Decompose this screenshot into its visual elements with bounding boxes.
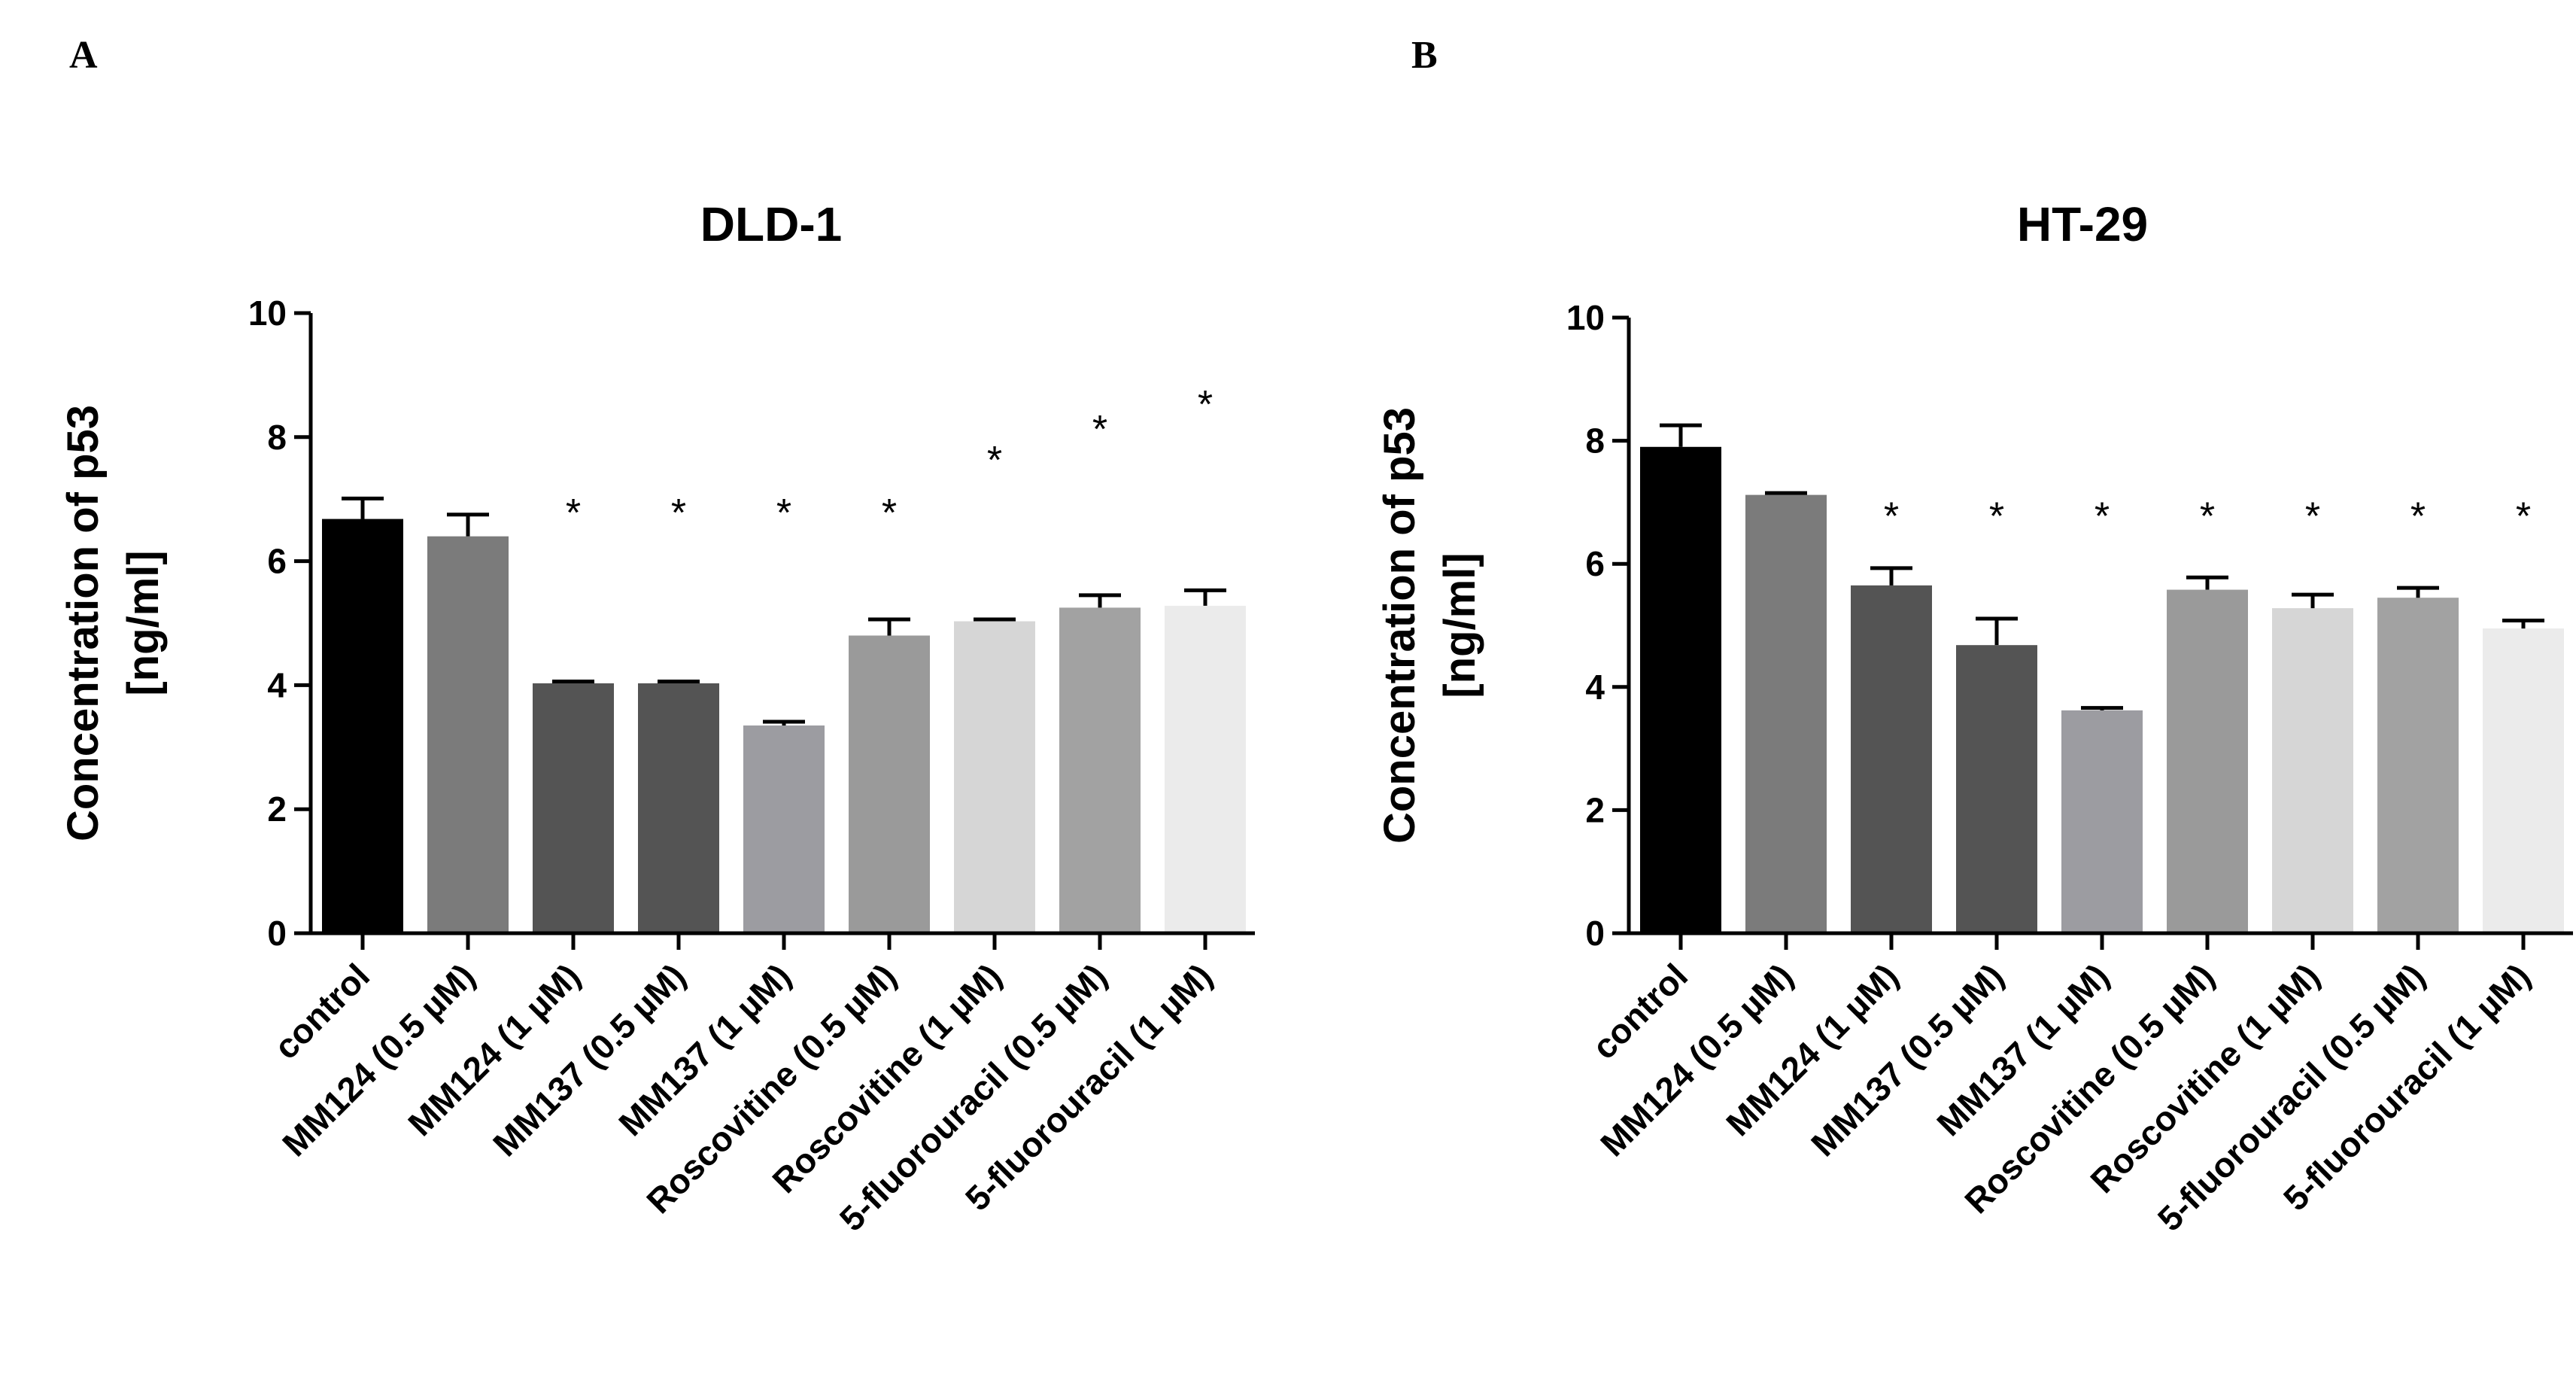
significance-marker: * (776, 491, 791, 535)
error-bar (552, 679, 594, 683)
bar (1851, 585, 1932, 933)
panel-letter-a: A (69, 34, 98, 77)
significance-marker: * (987, 439, 1002, 482)
x-tick-label: MM137 (0.5 µM) (1803, 956, 2011, 1164)
chart-title: HT-29 (2017, 197, 2148, 251)
bar (638, 683, 719, 933)
bar (2377, 598, 2459, 933)
y-tick-label: 8 (1585, 421, 1605, 461)
y-tick-label: 6 (1585, 544, 1605, 583)
x-tick-label: MM137 (0.5 µM) (485, 956, 693, 1164)
bar (2483, 628, 2564, 933)
y-tick-label: 2 (267, 789, 287, 829)
bar (2272, 608, 2353, 933)
significance-marker: * (1989, 494, 2004, 538)
x-tick-label: MM124 (0.5 µM) (275, 956, 482, 1164)
y-axis-label: Concentration of p53 (1375, 407, 1424, 844)
significance-marker: * (566, 491, 581, 535)
error-bar (1184, 588, 1226, 606)
y-tick-label: 6 (267, 542, 287, 581)
bar (849, 635, 930, 933)
bar (322, 519, 403, 933)
significance-marker: * (2095, 494, 2110, 538)
bar (1745, 494, 1827, 933)
error-bar (763, 719, 805, 726)
error-bar (1765, 491, 1807, 495)
panel-letter-b: B (1411, 34, 1438, 77)
y-tick-label: 2 (1585, 790, 1605, 829)
bar (427, 536, 509, 933)
error-bar (1079, 593, 1121, 608)
y-tick-label: 4 (267, 665, 287, 704)
significance-marker: * (671, 491, 686, 535)
bar (2167, 589, 2248, 933)
y-tick-label: 10 (1566, 298, 1605, 337)
y-tick-label: 10 (248, 294, 287, 333)
bar (1956, 645, 2037, 933)
error-bar (342, 496, 384, 519)
chart-dld1: DLD-1 Concentration of p53 [ng/ml] * * * * * * * 0… (59, 197, 1255, 1239)
y-tick-label: 4 (1585, 668, 1605, 707)
error-bar (2292, 592, 2334, 609)
error-bar (658, 679, 700, 683)
significance-marker: * (2410, 494, 2426, 538)
error-bar (2186, 575, 2228, 590)
significance-marker: * (2516, 494, 2531, 538)
bar (954, 621, 1035, 933)
bar (743, 725, 825, 933)
significance-marker: * (1092, 408, 1107, 452)
significance-marker: * (1884, 494, 1899, 538)
x-tick-label: MM124 (0.5 µM) (1593, 956, 1800, 1164)
error-bar (2502, 618, 2544, 629)
y-axis-label: Concentration of p53 (59, 405, 108, 841)
significance-marker: * (882, 491, 897, 535)
y-axis-unit-label: [ng/ml] (1435, 552, 1484, 698)
significance-marker: * (2305, 494, 2320, 538)
chart-title: DLD-1 (700, 197, 842, 251)
error-bar (1870, 566, 1912, 586)
error-bar (2397, 586, 2439, 598)
error-bar (1976, 616, 2018, 646)
y-axis-unit-label: [ng/ml] (119, 550, 168, 695)
significance-marker: * (2200, 494, 2215, 538)
bar (1059, 607, 1141, 933)
bar (2061, 710, 2143, 933)
y-tick-label: 0 (1585, 914, 1605, 953)
error-bar (974, 617, 1016, 622)
error-bar (2081, 706, 2123, 710)
y-tick-label: 0 (267, 914, 287, 953)
chart-ht29: HT-29 Concentration of p53 [ng/ml] * * * * * * * 0… (1375, 197, 2573, 1239)
error-bar (868, 617, 910, 636)
significance-marker: * (1198, 383, 1213, 427)
bar (1640, 446, 1721, 933)
error-bar (447, 513, 489, 537)
y-tick-label: 8 (267, 418, 287, 457)
bar (1165, 605, 1246, 933)
error-bar (1660, 423, 1702, 447)
bar (533, 683, 614, 933)
